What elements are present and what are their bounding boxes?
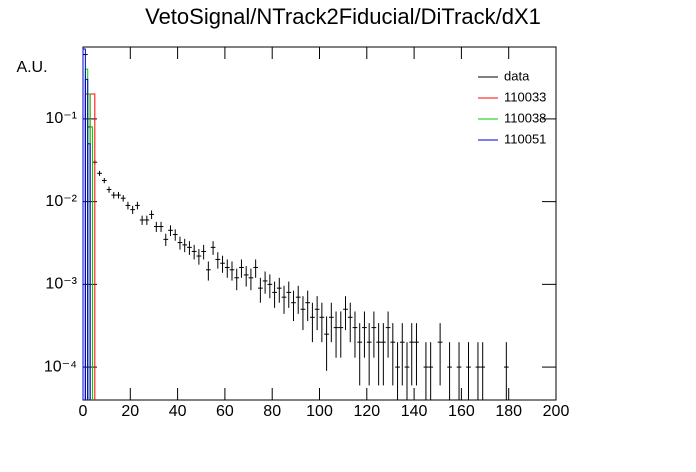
x-tick-label: 40: [169, 403, 187, 420]
x-tick-label: 20: [121, 403, 139, 420]
y-axis-label: A.U.: [16, 59, 47, 76]
x-tick-label: 160: [448, 403, 475, 420]
chart-title: VetoSignal/NTrack2Fiducial/DiTrack/dX1: [145, 4, 541, 29]
legend-label: 110033: [504, 89, 546, 104]
y-tick-label: 10⁻⁴: [44, 358, 77, 375]
y-tick-label: 10⁻³: [45, 276, 77, 293]
x-tick-label: 140: [401, 403, 428, 420]
x-tick-label: 100: [306, 403, 333, 420]
x-tick-label: 200: [543, 403, 570, 420]
y-tick-label: 10⁻¹: [45, 110, 77, 127]
histogram-bar: [87, 143, 91, 400]
x-tick-label: 180: [495, 403, 522, 420]
legend-label: 110038: [504, 110, 546, 125]
x-tick-label: 0: [79, 403, 88, 420]
legend-label: 110051: [504, 131, 546, 146]
legend-label: data: [504, 68, 530, 83]
y-tick-label: 10⁻²: [45, 193, 77, 210]
x-tick-label: 60: [216, 403, 234, 420]
x-tick-label: 120: [353, 403, 380, 420]
x-tick-label: 80: [263, 403, 281, 420]
